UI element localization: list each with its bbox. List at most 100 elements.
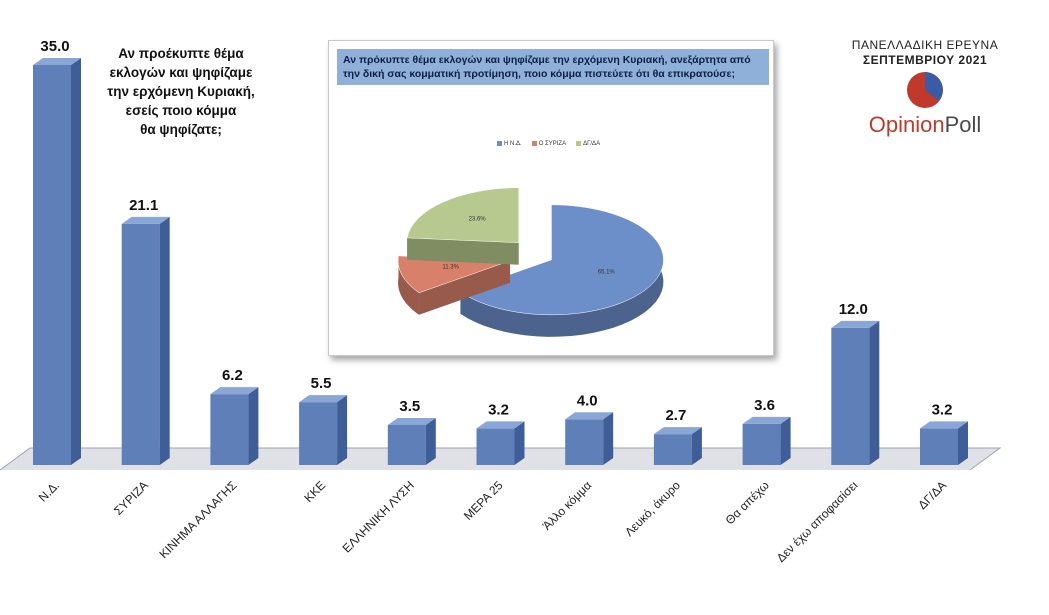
bar-top	[299, 395, 348, 403]
bar-side	[514, 421, 525, 465]
category-label: ΕΛΛΗΝΙΚΗ ΛΥΣΗ	[340, 478, 417, 555]
pie-data-label: 65.1%	[598, 270, 616, 276]
bar-front	[565, 419, 604, 465]
legend-label: Η Ν.Δ.	[504, 141, 522, 147]
bar-front	[653, 434, 692, 465]
bar-value-label: 4.0	[577, 392, 598, 409]
bar-value-label: 6.2	[222, 367, 243, 384]
bar-top	[653, 427, 702, 435]
bar	[387, 418, 436, 465]
bar	[920, 421, 968, 465]
inset-pie-panel: Αν πρόκυπτε θέμα εκλογών και ψηφίζαμε τη…	[328, 40, 774, 356]
bar-value-label: 3.2	[488, 401, 509, 418]
bar-top	[476, 421, 525, 429]
pie-slice-top	[397, 255, 511, 294]
bar-value-label: 3.6	[754, 397, 775, 414]
bar-top	[920, 421, 968, 429]
bar-value-label: 12.0	[839, 301, 868, 318]
bar-front	[121, 223, 160, 465]
bar-side	[248, 387, 259, 465]
survey-date: ΣΕΠΤΕΜΒΡΙΟΥ 2021	[862, 53, 988, 67]
bar-front	[476, 428, 515, 465]
bar	[565, 412, 614, 465]
bar-value-label: 3.5	[399, 398, 420, 415]
category-label: ΚΙΝΗΜΑ ΑΛΛΑΓΗΣ	[156, 478, 239, 561]
pie-data-label: 23.6%	[469, 216, 487, 222]
pie-slice-side	[398, 255, 420, 315]
bar-top	[742, 416, 791, 424]
category-label: ΔΓ/ΔΑ	[915, 478, 949, 512]
bar-side	[71, 58, 81, 465]
bar-value-label: 3.2	[932, 401, 953, 418]
bar-side	[869, 320, 880, 465]
pie-slice: 23.6%	[406, 187, 519, 265]
bar-front	[831, 327, 870, 465]
bar-front	[210, 394, 249, 465]
pie-slice: 11.3%	[397, 255, 511, 315]
survey-title: ΠΑΝΕΛΛΑΔΙΚΗ ΕΡΕΥΝΑ	[851, 38, 999, 52]
pie-slice-cut	[419, 260, 511, 315]
legend-swatch	[531, 140, 537, 146]
bar-top	[210, 387, 259, 395]
legend-swatch	[576, 140, 582, 146]
bar-top	[387, 418, 436, 425]
bar-side	[337, 395, 348, 465]
category-label: Ν.Δ.	[36, 478, 62, 504]
bar	[121, 216, 170, 465]
pie-data-label: 11.3%	[442, 265, 459, 271]
category-label: ΚΚΕ	[301, 478, 328, 505]
category-label: Θα απέχω	[723, 478, 772, 527]
category-label: Άλλο κόμμα	[540, 478, 595, 533]
bar	[476, 421, 525, 465]
pie-slice-top	[459, 204, 664, 316]
bar	[210, 387, 259, 465]
pie-legend: Η Ν.Δ. Ο ΣΥΡΙΖΑ ΔΓ/ΔΑ	[497, 140, 600, 148]
bar-side	[425, 418, 436, 465]
bar-value-label: 5.5	[311, 375, 332, 392]
bar-side	[780, 416, 791, 465]
bar	[299, 395, 348, 465]
bar-top	[831, 320, 880, 328]
bar-side	[159, 216, 170, 465]
pie-slice-top	[406, 187, 519, 243]
category-label: Δεν έχω αποφασίσει	[774, 478, 861, 565]
bar-top	[565, 412, 614, 420]
question-text: Αν προέκυπτε θέμα εκλογών και ψηφίζαμε τ…	[107, 46, 255, 137]
bar	[831, 320, 880, 465]
legend-swatch	[497, 140, 502, 146]
pie-slice: 65.1%	[459, 204, 664, 337]
bar-value-label: 35.0	[40, 38, 69, 55]
bar-top	[121, 216, 170, 224]
bar-front	[920, 428, 958, 465]
legend-item: Ο ΣΥΡΙΖΑ	[531, 140, 567, 148]
legend-item: ΔΓ/ΔΑ	[576, 140, 600, 148]
bar-value-label: 2.7	[665, 407, 686, 424]
pie-chart: 65.1% 11.3% 23.6%	[397, 187, 664, 337]
legend-label: Ο ΣΥΡΙΖΑ	[538, 141, 567, 147]
bar-top	[33, 58, 81, 65]
bar-front	[387, 425, 426, 465]
logo-word-2: Poll	[944, 112, 982, 137]
bar-front	[742, 423, 781, 465]
bar-side	[691, 427, 702, 465]
category-label: ΣΥΡΙΖΑ	[111, 478, 151, 518]
bar	[33, 58, 81, 465]
bar-side	[603, 412, 614, 465]
bar	[742, 416, 791, 465]
legend-label: ΔΓ/ΔΑ	[583, 141, 601, 147]
bar-side	[958, 421, 968, 465]
pie-slice-side	[460, 204, 664, 337]
opinionpoll-logo-icon	[907, 72, 943, 108]
bar-value-label: 21.1	[129, 197, 158, 214]
category-label: Λευκό, άκυρο	[622, 478, 683, 539]
inset-question: Αν πρόκυπτε θέμα εκλογών και ψηφίζαμε τη…	[337, 49, 769, 85]
pie-slice-cut	[407, 237, 519, 265]
brand-block: ΠΑΝΕΛΛΑΔΙΚΗ ΕΡΕΥΝΑ ΣΕΠΤΕΜΒΡΙΟΥ 2021 Opin…	[830, 38, 1020, 138]
bar-front	[33, 65, 71, 465]
logo-word-1: Opinion	[868, 112, 945, 137]
category-label: ΜΕΡΑ 25	[461, 478, 506, 523]
opinionpoll-logo: OpinionPoll	[830, 112, 1020, 138]
legend-item: Η Ν.Δ.	[497, 140, 522, 148]
bar	[653, 427, 702, 465]
